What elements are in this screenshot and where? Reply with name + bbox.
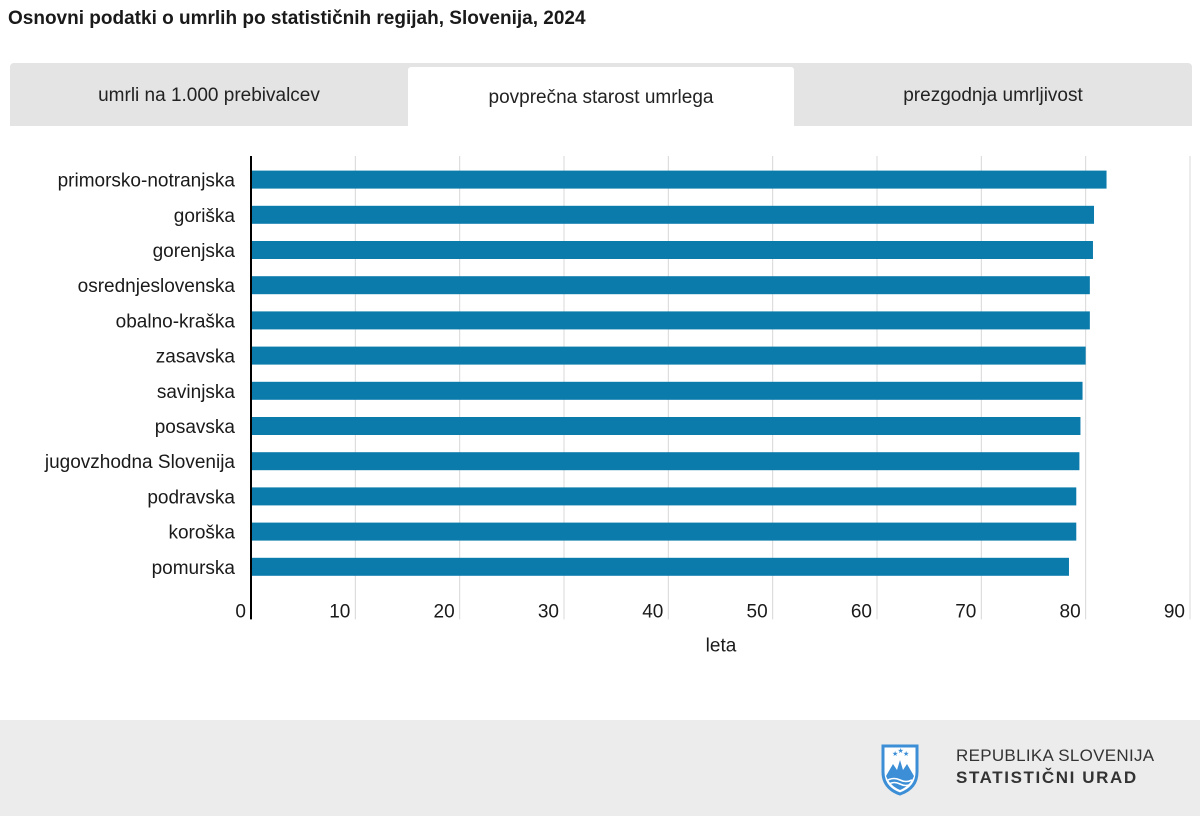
category-label: pomurska — [152, 558, 236, 579]
x-tick-label: 60 — [851, 601, 872, 622]
logo-line-republika: REPUBLIKA SLOVENIJA — [956, 746, 1155, 765]
x-tick-label: 90 — [1164, 601, 1185, 622]
category-label: posavska — [155, 417, 236, 438]
category-label: osrednjeslovenska — [78, 276, 236, 297]
logo-line-statisticni-urad: STATISTIČNI URAD — [956, 768, 1138, 787]
x-tick-label: 80 — [1060, 601, 1081, 622]
bar[interactable] — [251, 522, 1077, 541]
category-label: zasavska — [156, 347, 236, 368]
category-label: podravska — [147, 487, 235, 508]
bar[interactable] — [251, 241, 1093, 259]
bar[interactable] — [251, 170, 1107, 189]
tab-deaths-per-1000[interactable]: umrli na 1.000 prebivalcev — [98, 84, 320, 106]
category-label: gorenjska — [153, 241, 236, 262]
footer: ★ ★ ★ REPUBLIKA SLOVENIJA STATISTIČNI UR… — [0, 720, 1200, 816]
x-axis-title: leta — [706, 635, 737, 656]
svg-text:★: ★ — [892, 750, 898, 758]
bar-chart: primorsko-notranjska goriška gorenjska osre… — [44, 156, 1191, 656]
category-label: koroška — [168, 523, 235, 544]
category-label: goriška — [174, 206, 236, 227]
svg-text:★: ★ — [903, 750, 909, 758]
tab-average-age-of-deceased[interactable]: povprečna starost umrlega — [408, 67, 794, 126]
tab-bar: umrli na 1.000 prebivalcev povprečna sta… — [10, 63, 1192, 126]
bar[interactable] — [251, 346, 1086, 365]
bar[interactable] — [251, 452, 1080, 471]
x-tick-label: 30 — [538, 601, 559, 622]
bar[interactable] — [251, 381, 1083, 400]
category-label: savinjska — [157, 382, 236, 403]
sursi-logo[interactable]: ★ ★ ★ REPUBLIKA SLOVENIJA STATISTIČNI UR… — [880, 742, 1180, 798]
x-tick-label: 70 — [955, 601, 976, 622]
slovenia-coat-of-arms-icon: ★ ★ ★ — [881, 744, 919, 796]
svg-text:★: ★ — [898, 747, 904, 755]
x-tick-label: 10 — [329, 601, 350, 622]
category-label: obalno-kraška — [116, 311, 236, 332]
tab-premature-mortality[interactable]: prezgodnja umrljivost — [903, 84, 1083, 106]
x-tick-label: 40 — [642, 601, 663, 622]
bar[interactable] — [251, 276, 1090, 295]
chart-title: Osnovni podatki o umrlih po statističnih… — [8, 8, 586, 29]
x-tick-label: 0 — [235, 601, 246, 622]
category-label: jugovzhodna Slovenija — [44, 452, 236, 473]
bar[interactable] — [251, 417, 1081, 435]
bar[interactable] — [251, 557, 1069, 576]
x-tick-label: 20 — [434, 601, 455, 622]
category-label: primorsko-notranjska — [58, 171, 236, 192]
x-tick-label: 50 — [747, 601, 768, 622]
bar[interactable] — [251, 311, 1090, 330]
bar[interactable] — [251, 205, 1095, 224]
bar[interactable] — [251, 487, 1077, 506]
